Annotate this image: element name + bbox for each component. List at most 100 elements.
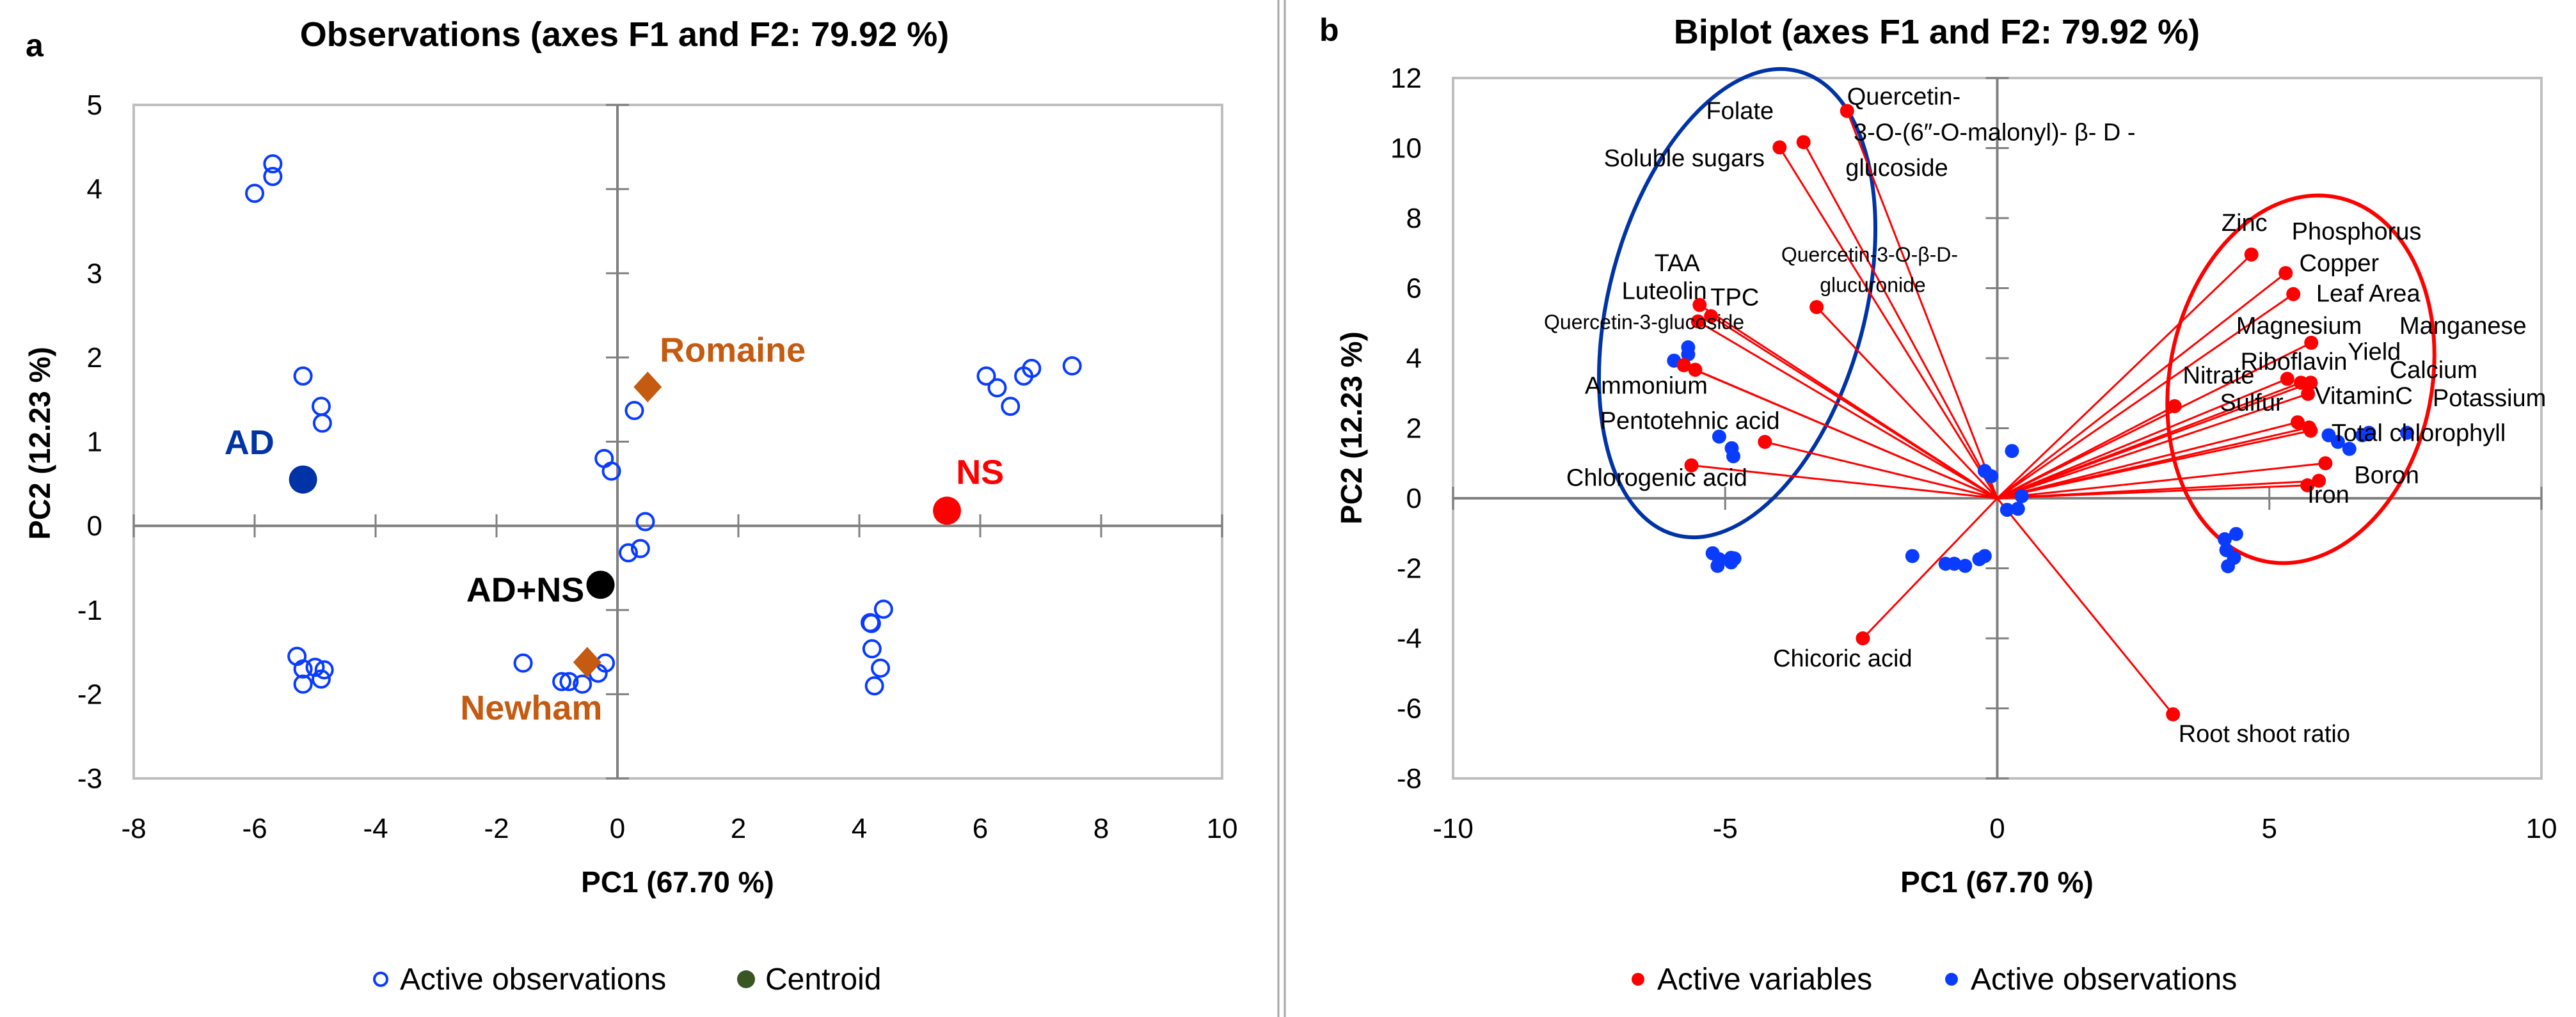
- centroid-label: Romaine: [660, 331, 806, 369]
- y-tick-label: 6: [1406, 273, 1422, 304]
- variable-vector: [1996, 381, 2311, 500]
- variable-vector: [1779, 146, 1998, 499]
- variable-point: [1796, 135, 1811, 150]
- observation-point: [263, 154, 283, 174]
- variable-vector: [1996, 498, 2174, 715]
- y-tick-label: -4: [1397, 623, 1422, 654]
- x-tick-label: 6: [973, 813, 988, 844]
- observation-point: [864, 676, 884, 696]
- observation-point: [2362, 425, 2376, 440]
- variable-vector: [1997, 429, 2311, 500]
- observation-point: [293, 366, 313, 386]
- y-tick-label: 1: [87, 427, 102, 458]
- y-tick-label: 4: [87, 174, 102, 205]
- observation-point: [987, 378, 1007, 398]
- variable-vector: [1996, 293, 2294, 500]
- variable-label: Magnesium: [2236, 313, 2362, 340]
- centroid-label: Newham: [460, 689, 602, 727]
- variable-label: TPC: [1710, 285, 1759, 311]
- variable-label: Quercetin-3-O-β-D-: [1781, 243, 1958, 266]
- variable-label: Iron: [2307, 482, 2349, 508]
- variable-point: [2244, 247, 2259, 262]
- centroid-label: NS: [956, 453, 1004, 491]
- observation-point: [2342, 441, 2357, 456]
- variable-point: [2318, 456, 2333, 471]
- variable-vector: [1846, 110, 1998, 499]
- observation-point: [630, 539, 650, 558]
- variable-label: TAA: [1655, 250, 1701, 277]
- variable-label: Folate: [1706, 98, 1774, 125]
- variable-point: [2278, 265, 2293, 280]
- observation-point: [263, 166, 283, 186]
- variable-point: [2167, 399, 2182, 414]
- variable-label: Sulfur: [2220, 390, 2284, 416]
- x-tick-label: -5: [1713, 813, 1738, 844]
- x-tick-label: -4: [363, 813, 388, 844]
- variable-label: Potassium: [2433, 385, 2546, 412]
- observation-point: [1724, 555, 1738, 570]
- group-ellipse-right: [2165, 193, 2437, 565]
- variable-vector: [1996, 253, 2252, 500]
- variable-label: Root shoot ratio: [2179, 721, 2350, 748]
- centroid-label: AD+NS: [466, 571, 585, 610]
- x-tick-label: 5: [2262, 813, 2277, 844]
- variable-vector: [1802, 141, 1998, 499]
- observation-point: [1984, 469, 1999, 484]
- observation-point: [1905, 549, 1920, 564]
- variable-point: [1758, 434, 1772, 449]
- observation-point: [2218, 532, 2232, 547]
- x-tick-label: 4: [852, 813, 867, 844]
- legend-label: Active observations: [1971, 963, 2237, 997]
- observation-point: [2005, 444, 2019, 459]
- legend-label: Active observations: [400, 963, 666, 997]
- variable-label: Boron: [2354, 462, 2419, 489]
- variable-vector: [1697, 320, 1998, 500]
- observation-point: [573, 674, 592, 694]
- variable-point: [2304, 335, 2319, 350]
- observation-point: [293, 674, 313, 694]
- variable-point: [1856, 631, 1870, 645]
- variable-point: [2166, 707, 2181, 721]
- variable-vector: [1710, 315, 1998, 500]
- y-tick-label: 10: [1390, 133, 1422, 164]
- observation-point: [311, 669, 331, 689]
- observation-point: [635, 512, 655, 532]
- observation-point: [619, 543, 639, 563]
- y-axis-title: PC2 (12.23 %): [1335, 331, 1368, 524]
- panel-label: a: [26, 28, 44, 63]
- variable-vector: [1997, 484, 2308, 500]
- variable-vector: [1996, 377, 2288, 500]
- x-tick-label: -2: [484, 813, 509, 844]
- y-tick-label: 12: [1390, 63, 1422, 94]
- observation-point: [594, 448, 614, 468]
- variable-vector: [1997, 393, 2309, 500]
- legend: Active observations Centroid: [373, 963, 881, 997]
- observation-point: [873, 599, 893, 619]
- observation-point: [2221, 559, 2236, 574]
- observation-point: [2330, 434, 2345, 449]
- panel-label: b: [1319, 12, 1339, 48]
- variable-label: Pentotehnic acid: [1600, 407, 1780, 434]
- legend-marker-centroid: [737, 970, 755, 988]
- variable-point: [2303, 375, 2318, 390]
- y-tick-label: 0: [1406, 483, 1422, 514]
- variable-point: [1690, 314, 1705, 329]
- variable-point: [1688, 363, 1703, 377]
- variable-label: Riboflavin: [2241, 349, 2348, 375]
- legend: Active variables Active observations: [1632, 963, 2237, 997]
- variable-vector: [1996, 405, 2175, 500]
- x-tick-label: 0: [1989, 813, 2005, 844]
- variable-label: Zinc: [2222, 210, 2268, 237]
- chart-title: Observations (axes F1 and F2: 79.92 %): [300, 15, 949, 54]
- observation-point: [601, 461, 621, 481]
- variable-label: Total chlorophyll: [2332, 420, 2506, 447]
- variable-label: Chlorogenic acid: [1566, 465, 1747, 492]
- variable-label: Ammonium: [1585, 373, 1708, 400]
- panel-a-observations: a Observations (axes F1 and F2: 79.92 %)…: [23, 15, 1237, 997]
- observation-point: [305, 658, 325, 677]
- variable-point: [2290, 415, 2305, 430]
- y-tick-label: -8: [1397, 763, 1422, 794]
- y-tick-label: -1: [77, 595, 102, 626]
- x-axis-title: PC1 (67.70 %): [581, 865, 774, 899]
